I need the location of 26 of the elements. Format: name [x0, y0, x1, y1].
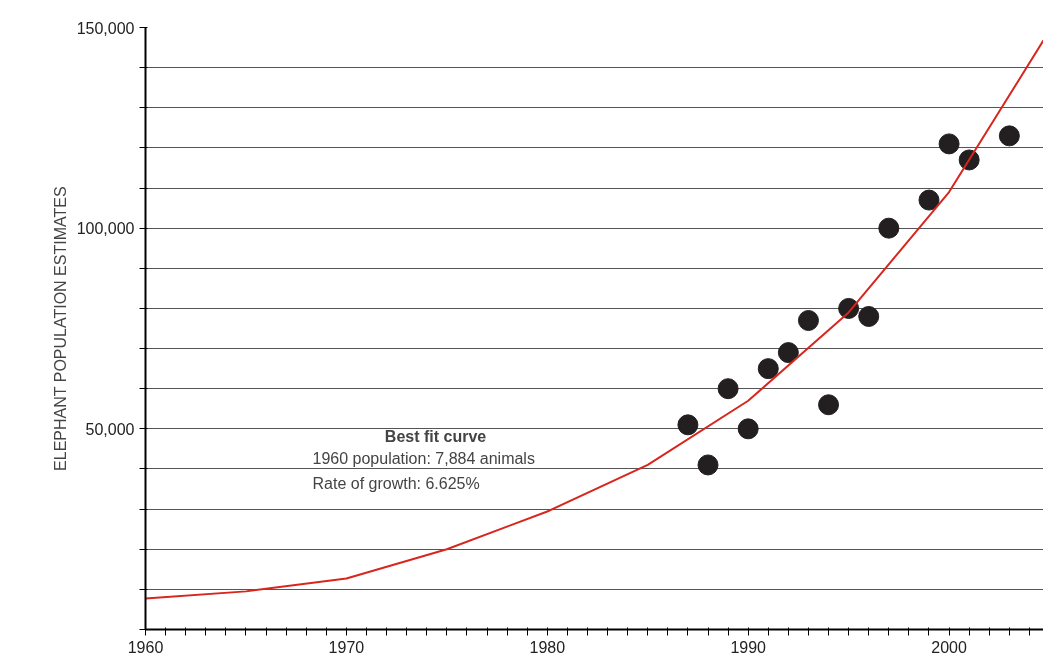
x-tick-label: 2000 [931, 638, 967, 656]
point [717, 378, 739, 400]
annotation: 1960 population: 7,884 animals [312, 450, 535, 468]
y-tick-label: 50,000 [85, 420, 135, 438]
annotation: Best fit curve [384, 428, 487, 446]
point [737, 418, 759, 440]
line-series [145, 39, 1043, 600]
x-tick-label: 1990 [730, 638, 767, 656]
point [777, 342, 799, 364]
y-axis-title: ELEPHANT POPULATION ESTIMATES [51, 186, 69, 471]
point [938, 133, 960, 155]
point [858, 305, 880, 327]
y-tick-label: 100,000 [76, 220, 135, 238]
point [797, 309, 819, 331]
point [818, 394, 840, 416]
y-tick-label: 150,000 [76, 19, 135, 37]
point [918, 189, 940, 211]
point [757, 358, 779, 380]
annotation: Rate of growth: 6.625% [312, 475, 480, 493]
x-tick-label: 1980 [529, 638, 566, 656]
point [697, 454, 719, 476]
point [878, 217, 900, 239]
x-tick-label: 1960 [127, 638, 164, 656]
point [677, 414, 699, 436]
x-tick-label: 1970 [328, 638, 365, 656]
point [998, 125, 1020, 147]
